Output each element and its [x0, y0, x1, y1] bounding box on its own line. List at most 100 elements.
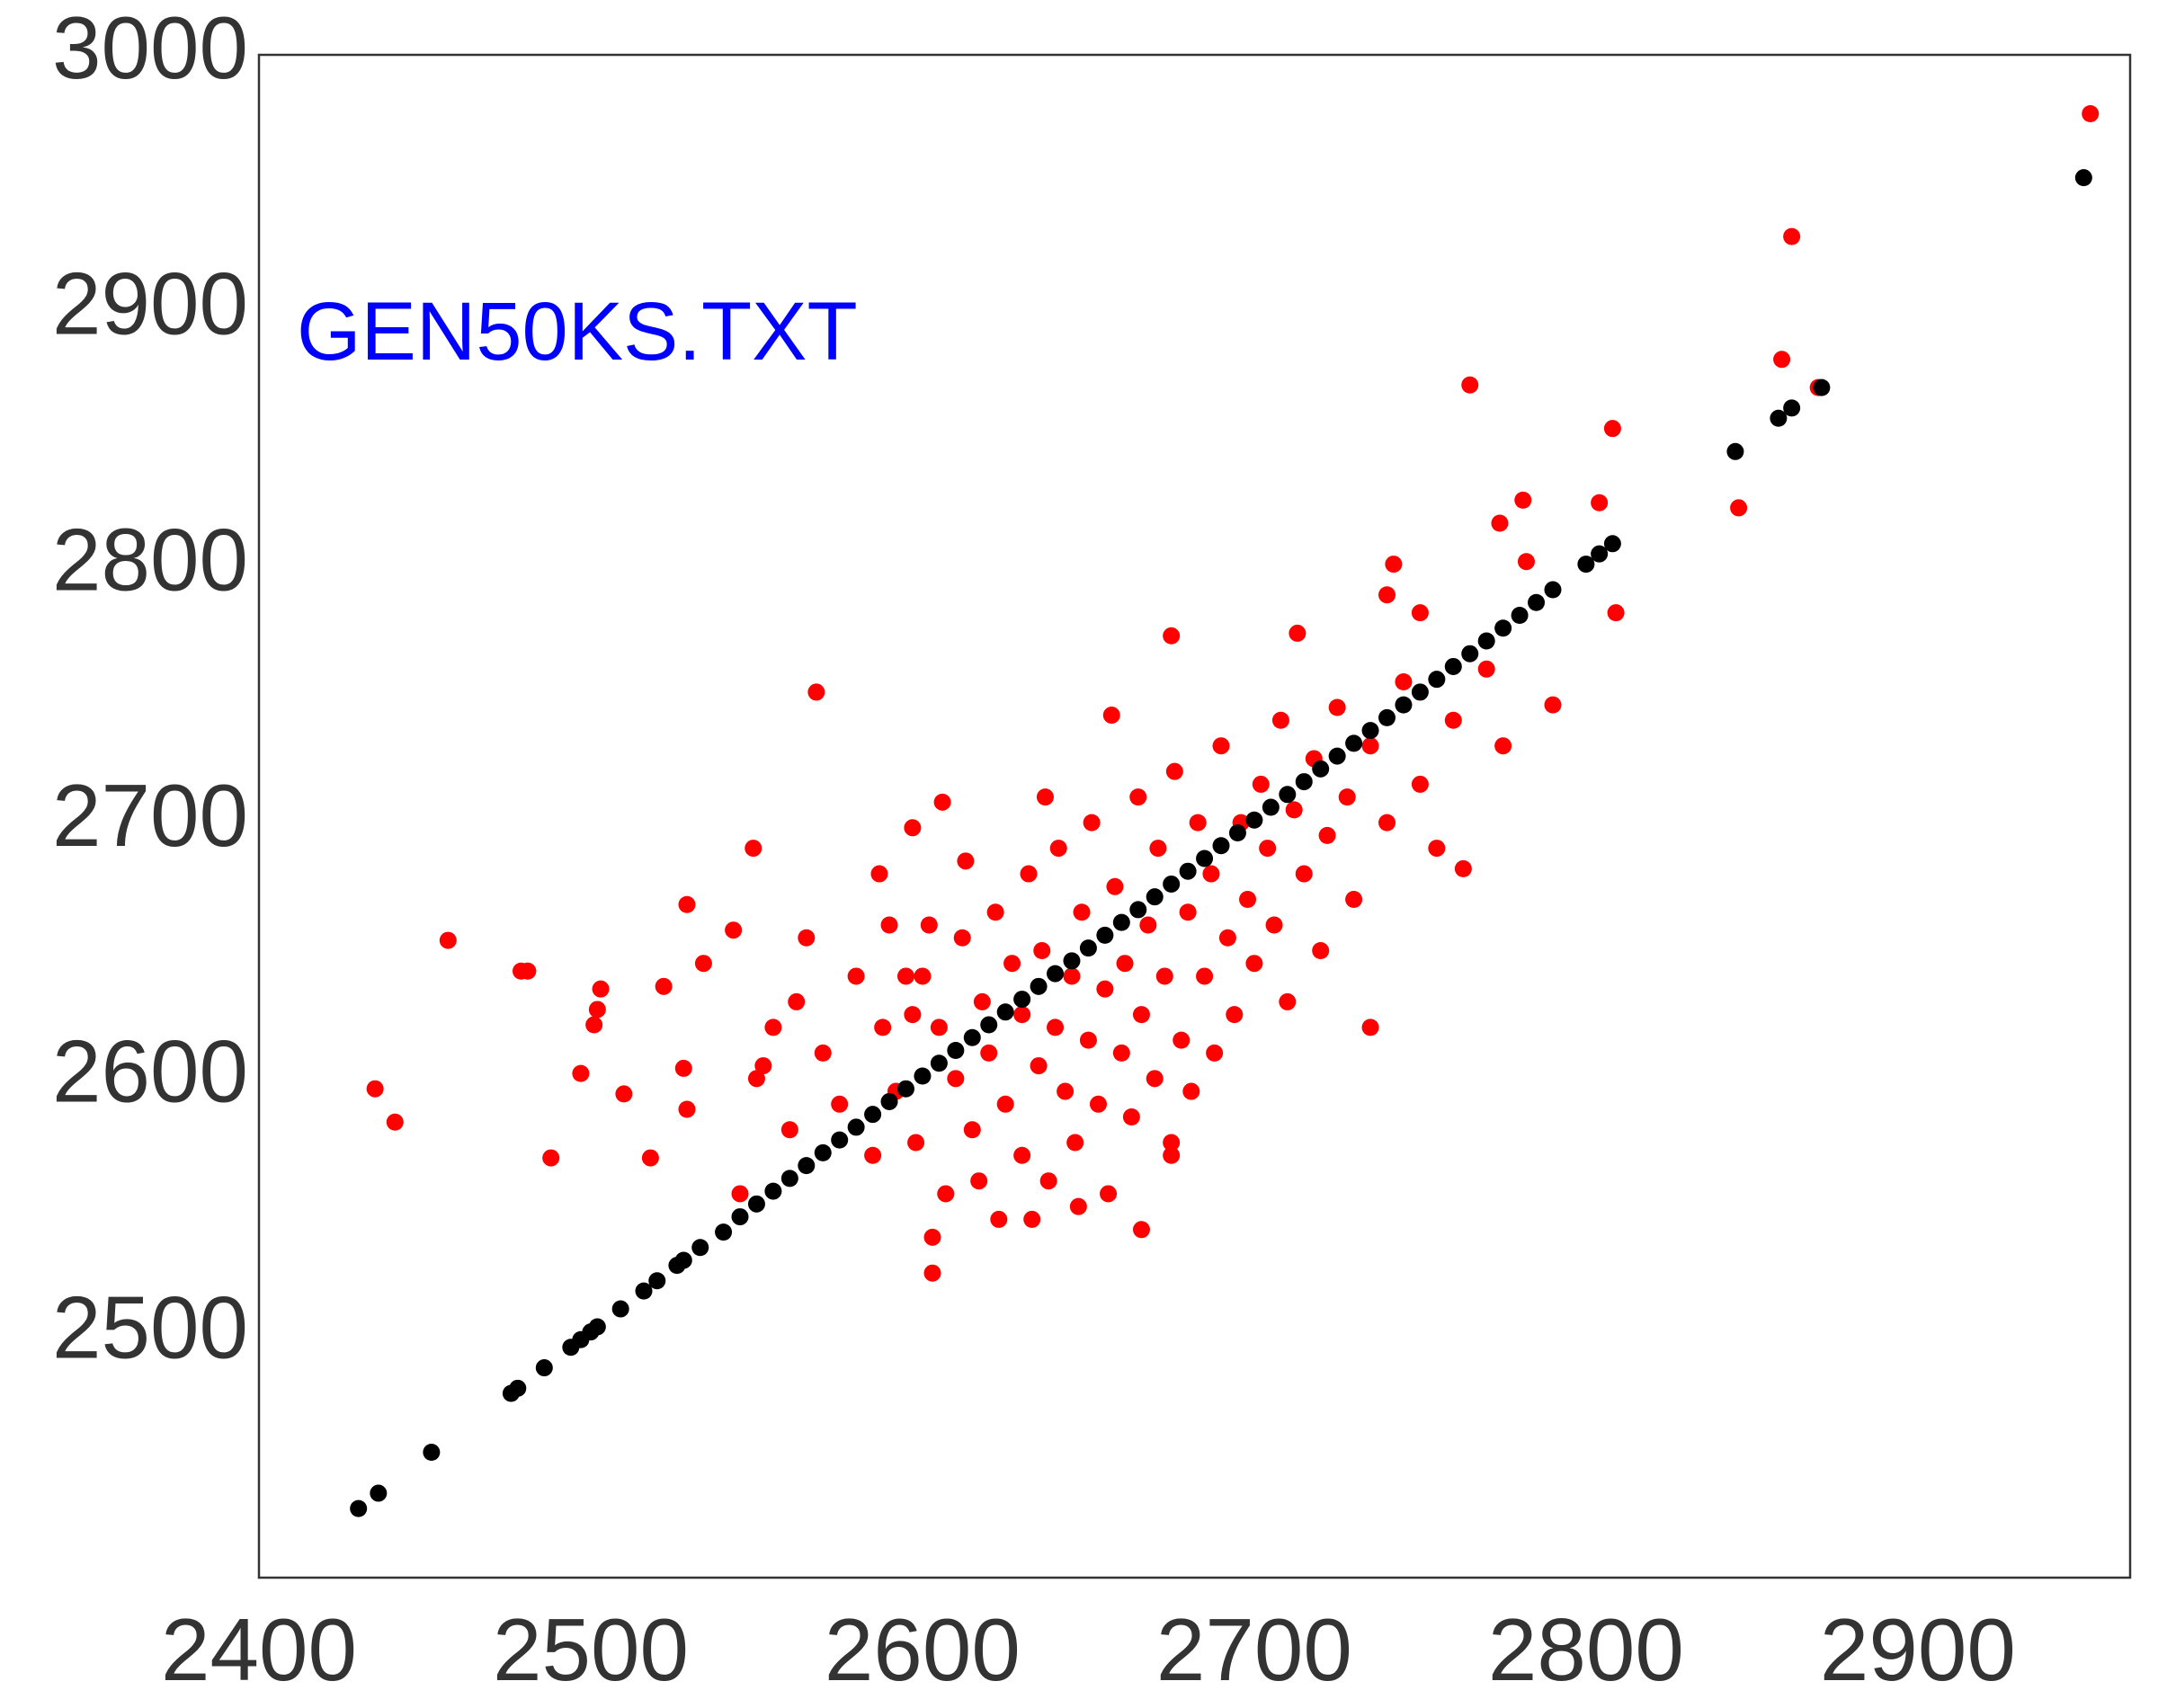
- scatter-point: [1173, 1031, 1190, 1049]
- scatter-point: [1066, 1134, 1084, 1152]
- scatter-point: [694, 955, 712, 973]
- scatter-point: [1378, 814, 1396, 832]
- scatter-point: [1226, 1006, 1244, 1024]
- scatter-point: [725, 921, 743, 939]
- scatter-point: [1182, 1082, 1200, 1100]
- scatter-point: [1517, 553, 1535, 571]
- scatter-point: [914, 967, 932, 985]
- scatter-point: [439, 931, 457, 949]
- scatter-point: [1036, 788, 1054, 806]
- scatter-point: [1385, 556, 1403, 574]
- scatter-point: [970, 1172, 988, 1190]
- scatter-point: [1196, 850, 1214, 867]
- scatter-point: [611, 1300, 629, 1318]
- scatter-point: [764, 1019, 782, 1036]
- scatter-point: [1730, 499, 1748, 517]
- scatter-point: [1149, 840, 1167, 858]
- scatter-point: [1312, 760, 1330, 778]
- scatter-point: [996, 1003, 1014, 1021]
- scatter-point: [1494, 619, 1512, 637]
- scatter-point: [366, 1080, 384, 1098]
- scatter-point: [1361, 1019, 1379, 1036]
- scatter-point: [1089, 1095, 1107, 1113]
- scatter-point: [1245, 955, 1263, 973]
- scatter-point: [1345, 734, 1363, 752]
- scatter-point: [674, 1059, 692, 1077]
- scatter-point: [1163, 1134, 1181, 1152]
- scatter-point: [1603, 535, 1621, 553]
- scatter-point: [1511, 607, 1529, 625]
- scatter-point: [1112, 1044, 1130, 1062]
- scatter-point: [1155, 967, 1173, 985]
- scatter-point: [1378, 586, 1396, 604]
- scatter-point: [1603, 420, 1621, 438]
- y-tick-label: 2500: [52, 1277, 248, 1376]
- scatter-point: [1773, 351, 1791, 369]
- scatter-point: [1063, 952, 1081, 970]
- scatter-point: [1312, 941, 1330, 959]
- scatter-point: [1212, 837, 1230, 855]
- scatter-point: [1361, 722, 1379, 740]
- scatter-point: [588, 1318, 606, 1336]
- scatter-point: [1122, 1108, 1140, 1126]
- x-tick-label: 2400: [161, 1600, 357, 1699]
- scatter-point: [923, 1264, 941, 1282]
- scatter-point: [923, 1228, 941, 1246]
- scatter-point: [953, 929, 971, 947]
- scatter-point: [1179, 862, 1197, 880]
- scatter-point: [1770, 409, 1788, 427]
- scatter-point: [1338, 788, 1356, 806]
- scatter-point: [920, 916, 938, 934]
- scatter-point: [1116, 955, 1134, 973]
- scatter-point: [1262, 798, 1280, 816]
- scatter-point: [1057, 1082, 1075, 1100]
- scatter-point: [1544, 696, 1562, 714]
- scatter-point: [1813, 378, 1831, 396]
- scatter-point: [1477, 632, 1495, 650]
- scatter-point: [963, 1121, 981, 1139]
- scatter-point: [896, 1080, 914, 1098]
- scatter-point: [655, 977, 673, 995]
- scatter-point: [1139, 916, 1157, 934]
- scatter-point: [370, 1484, 388, 1502]
- scatter-point: [1318, 826, 1336, 844]
- scatter-point: [1179, 903, 1197, 921]
- scatter-point: [1726, 442, 1744, 460]
- scatter-point: [1528, 593, 1546, 611]
- scatter-point: [780, 1170, 798, 1188]
- scatter-point: [1395, 673, 1413, 691]
- scatter-point: [2082, 104, 2100, 122]
- scatter-point: [780, 1121, 798, 1139]
- x-tick-label: 2900: [1820, 1600, 2016, 1699]
- scatter-point: [807, 683, 825, 701]
- scatter-point: [1202, 865, 1220, 883]
- scatter-point: [930, 1054, 948, 1072]
- scatter-point: [914, 1067, 932, 1085]
- scatter-point: [1514, 491, 1532, 509]
- scatter-point: [1218, 929, 1236, 947]
- x-tick-label: 2800: [1488, 1600, 1684, 1699]
- scatter-point: [1030, 977, 1048, 995]
- scatter-point: [1411, 775, 1429, 793]
- y-tick-label: 2700: [52, 766, 248, 865]
- scatter-point: [1079, 939, 1097, 957]
- scatter-point: [1428, 671, 1446, 689]
- scatter-point: [572, 1064, 590, 1082]
- scatter-point: [904, 819, 922, 837]
- scatter-point: [1020, 865, 1038, 883]
- scatter-point: [814, 1044, 832, 1062]
- scatter-point: [986, 903, 1004, 921]
- scatter-point: [542, 1149, 560, 1167]
- scatter-point: [754, 1057, 772, 1075]
- scatter-point: [990, 1210, 1008, 1228]
- scatter-point: [1577, 556, 1595, 574]
- scatter-point: [1285, 801, 1303, 819]
- scatter-point: [1023, 1210, 1041, 1228]
- scatter-point: [963, 1028, 981, 1046]
- scatter-point: [635, 1282, 653, 1300]
- scatter-point: [1228, 824, 1246, 842]
- scatter-point: [1279, 992, 1297, 1010]
- scatter-point: [1206, 1044, 1224, 1062]
- scatter-point: [1491, 514, 1509, 532]
- scatter-point: [1079, 1031, 1097, 1049]
